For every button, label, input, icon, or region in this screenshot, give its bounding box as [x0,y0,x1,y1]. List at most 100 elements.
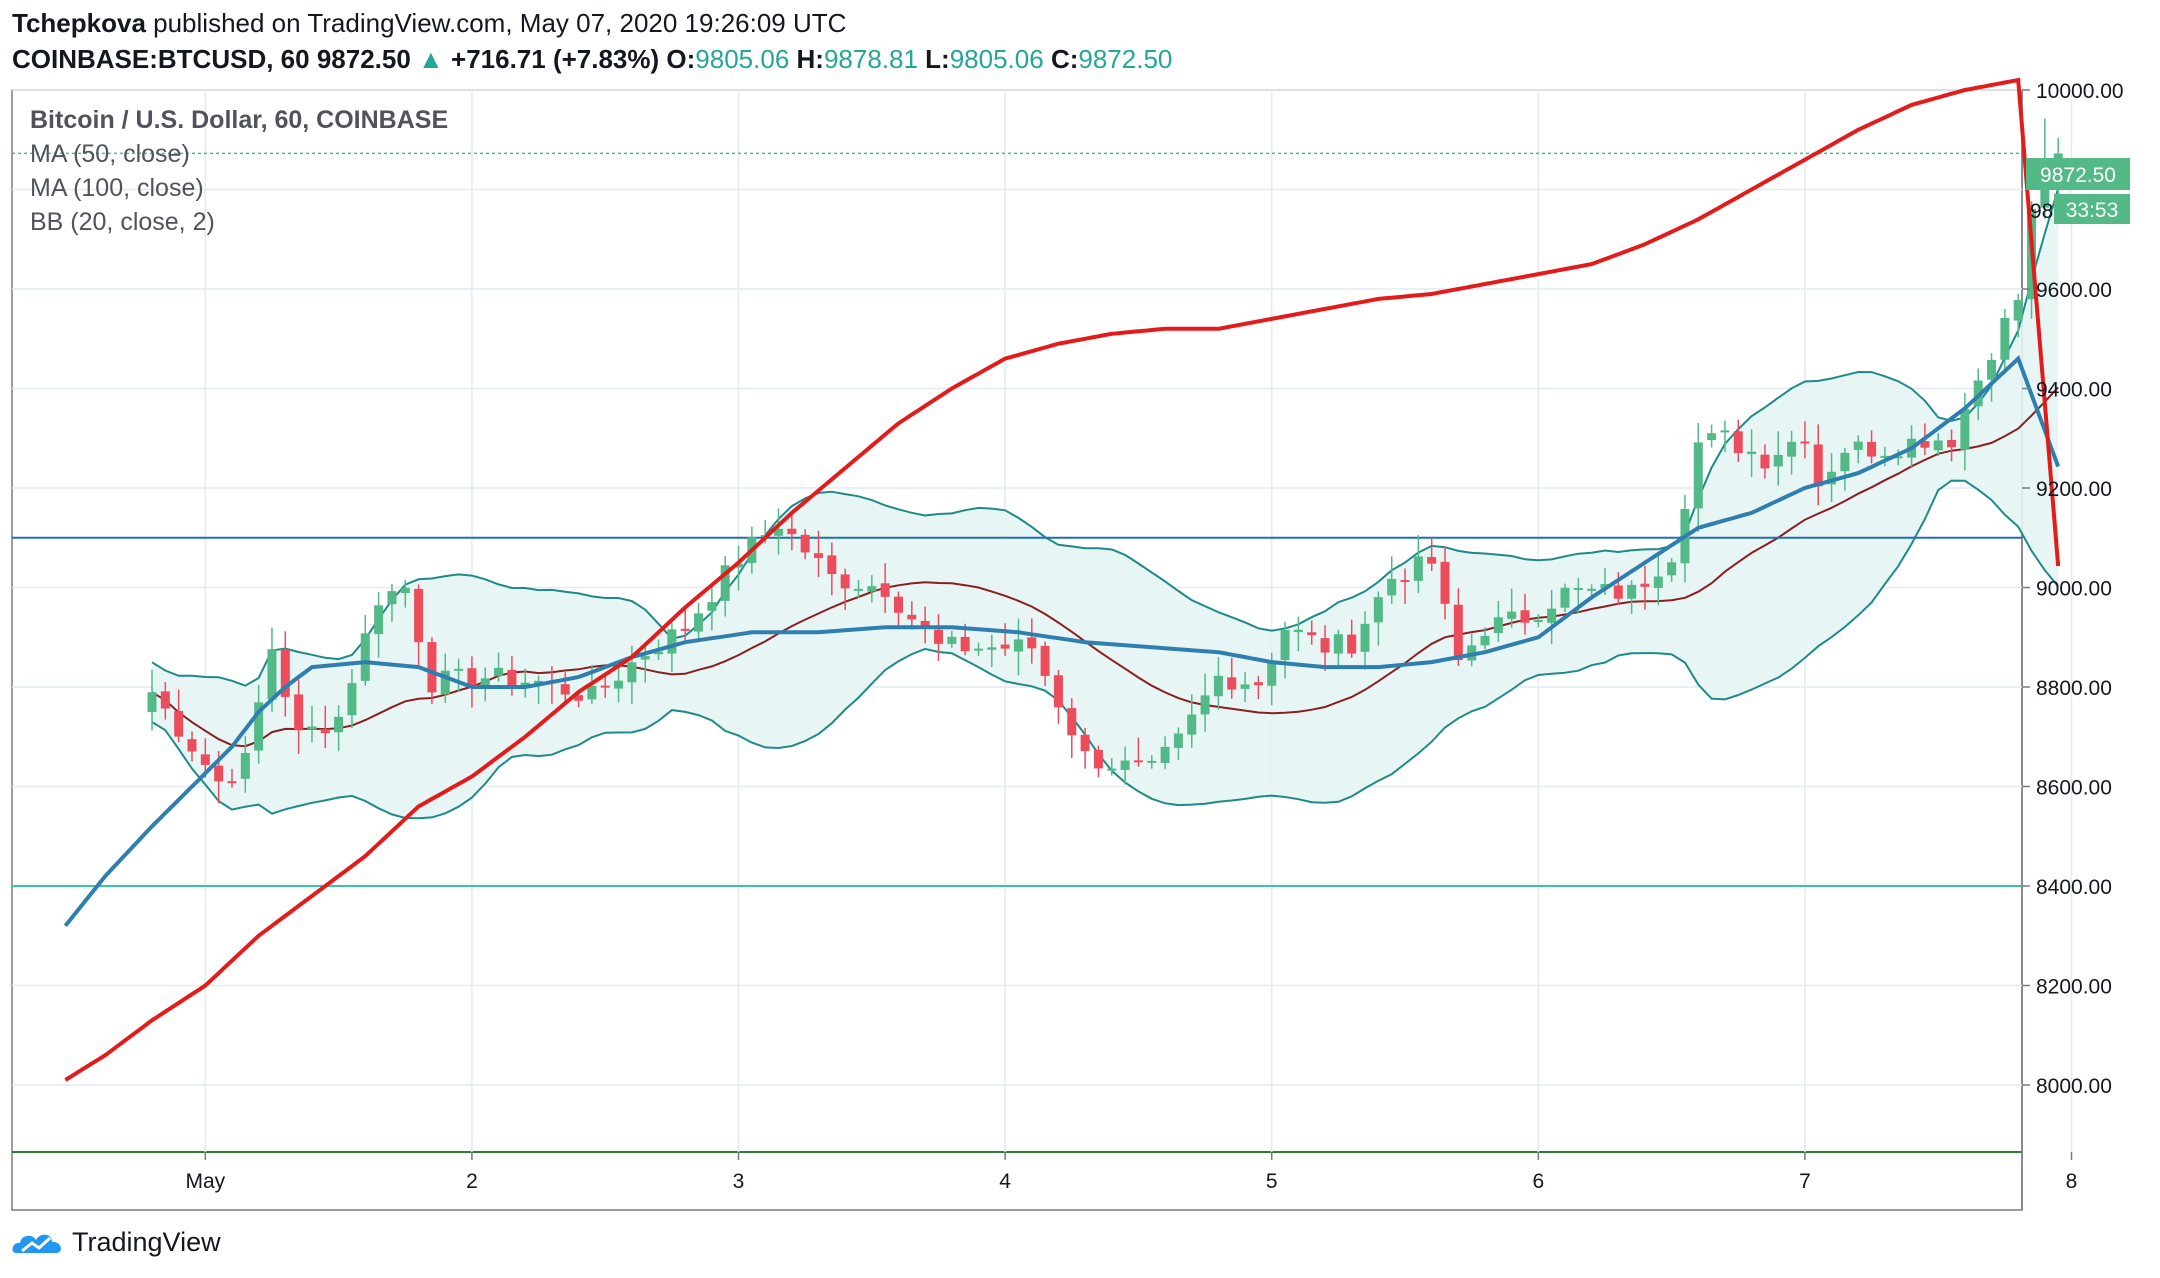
candle[interactable] [774,508,784,555]
author-name[interactable]: Tchepkova [12,8,146,38]
candle[interactable] [2013,293,2023,338]
candle[interactable] [254,684,264,764]
candle[interactable] [1787,430,1797,475]
candle[interactable] [1707,424,1717,448]
candle[interactable] [973,642,983,657]
candle[interactable] [240,735,250,793]
candle[interactable] [1027,618,1037,664]
candle[interactable] [1653,554,1663,606]
candle[interactable] [1307,620,1317,645]
candle[interactable] [1827,452,1837,502]
candle[interactable] [1627,580,1637,614]
candle[interactable] [734,545,744,591]
candle[interactable] [347,669,357,729]
candle[interactable] [1453,588,1463,666]
candle[interactable] [494,652,504,682]
candle[interactable] [467,656,477,708]
candle[interactable] [400,579,410,608]
candle[interactable] [1853,435,1863,464]
candle[interactable] [227,768,237,788]
candle[interactable] [1720,420,1730,452]
candle[interactable] [1173,727,1183,761]
candle[interactable] [1773,431,1783,486]
candle[interactable] [1493,600,1503,642]
candle[interactable] [640,644,650,683]
candle[interactable] [374,592,384,658]
candle[interactable] [387,584,397,622]
candle[interactable] [1147,755,1157,769]
candle[interactable] [1640,565,1650,610]
candle[interactable] [933,614,943,661]
candle[interactable] [827,542,837,596]
candle[interactable] [1533,614,1543,628]
candle[interactable] [294,679,304,754]
candle[interactable] [614,662,624,703]
candle[interactable] [320,705,330,749]
candle[interactable] [1547,589,1557,645]
candle[interactable] [1413,535,1423,594]
candle[interactable] [280,631,290,717]
candle[interactable] [1440,546,1450,620]
candle[interactable] [1320,625,1330,671]
candle[interactable] [1987,353,1997,402]
candle[interactable] [1213,657,1223,710]
candle[interactable] [947,630,957,648]
candle[interactable] [867,575,877,603]
candle[interactable] [1080,727,1090,769]
candle[interactable] [1947,429,1957,462]
candle[interactable] [1507,588,1517,628]
candle[interactable] [520,668,530,698]
candle[interactable] [1867,430,1877,464]
candle[interactable] [1760,444,1770,479]
candle[interactable] [907,601,917,630]
legend-ma50[interactable]: MA (50, close) [30,140,190,168]
candle[interactable] [1747,429,1757,478]
candle[interactable] [1520,593,1530,635]
tradingview-brand[interactable]: TradingView [12,1224,221,1260]
candle[interactable] [1067,698,1077,759]
candle[interactable] [1053,670,1063,724]
candle[interactable] [1560,583,1570,613]
candle[interactable] [814,530,823,577]
candle[interactable] [1107,758,1117,776]
candle[interactable] [920,606,930,644]
legend-symbol-title[interactable]: Bitcoin / U.S. Dollar, 60, COINBASE [30,106,449,134]
candle[interactable] [1667,557,1677,582]
candle[interactable] [1880,446,1890,467]
candle[interactable] [1187,694,1197,748]
candle[interactable] [1400,568,1410,604]
candle[interactable] [840,568,850,611]
candle[interactable] [987,634,997,668]
legend-bb[interactable]: BB (20, close, 2) [30,208,215,236]
candle[interactable] [720,555,730,617]
candle[interactable] [1253,676,1263,700]
candle[interactable] [2000,309,2010,374]
candle[interactable] [1240,671,1250,703]
candle[interactable] [307,706,317,743]
candle[interactable] [1227,657,1237,699]
candle[interactable] [800,529,810,560]
candle[interactable] [1347,619,1357,658]
candle[interactable] [507,656,517,696]
candle[interactable] [787,514,797,551]
candle[interactable] [360,614,370,686]
candle[interactable] [853,579,863,599]
candle[interactable] [414,584,424,666]
candle[interactable] [147,669,157,731]
candle[interactable] [600,676,610,698]
candle[interactable] [1293,616,1303,652]
candle[interactable] [1480,627,1490,650]
candle[interactable] [174,689,184,743]
candle[interactable] [1840,448,1850,491]
candle[interactable] [1160,736,1170,770]
candle[interactable] [707,585,717,631]
candle[interactable] [1893,449,1903,466]
candle[interactable] [694,602,704,639]
candle[interactable] [187,731,197,762]
candle[interactable] [480,667,490,702]
candle[interactable] [1387,556,1397,604]
candle[interactable] [454,658,464,692]
candle[interactable] [334,705,344,752]
candle[interactable] [1427,537,1437,571]
